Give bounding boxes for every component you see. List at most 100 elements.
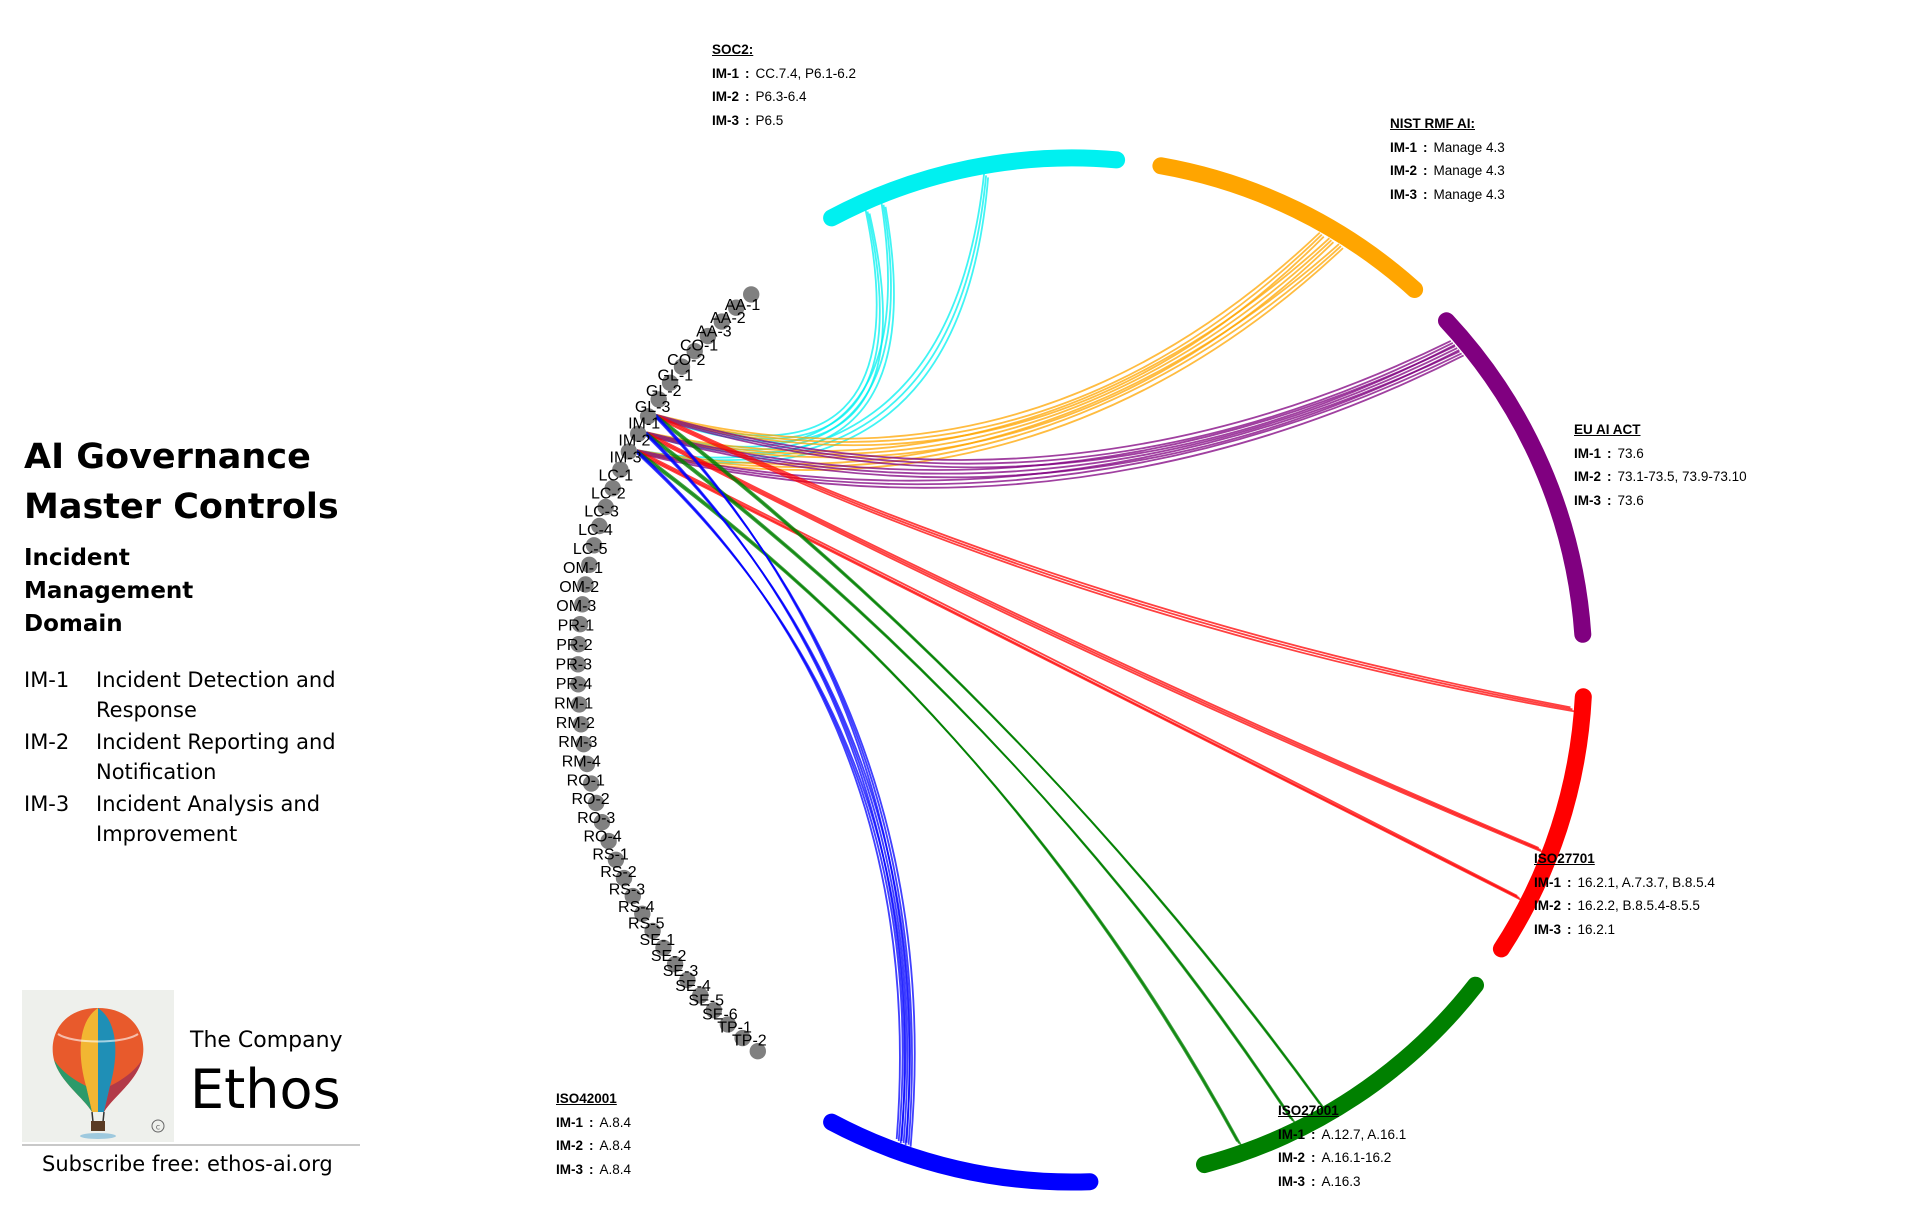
mapping-ribbon: [645, 347, 1458, 475]
control-node: [583, 775, 600, 792]
framework-mapping: IM-2:16.2.2, B.8.5.4-8.5.5: [1534, 898, 1700, 913]
page-title: AI Governance Master Controls: [24, 432, 384, 532]
control-label: PR-2: [556, 637, 593, 654]
control-label: TP-2: [732, 1032, 767, 1049]
mapping-ribbon: [645, 345, 1456, 471]
control-label: GL-3: [635, 399, 671, 416]
control-label: LC-2: [591, 485, 626, 502]
legend-code: IM-1: [24, 668, 70, 692]
mapping-ribbon: [646, 239, 1333, 455]
legend-description: Incident Detection and Response: [96, 668, 336, 722]
control-label: RM-2: [556, 715, 595, 732]
control-label: RS-3: [609, 882, 646, 899]
control-labels: AA-1AA-2AA-3CO-1CO-2GL-1GL-2GL-3IM-1IM-2…: [554, 297, 767, 1049]
control-node: [749, 1043, 766, 1060]
legend-item: IM-3 Incident Analysis and Improvement: [24, 789, 384, 849]
mapping-ribbon: [645, 206, 895, 454]
control-node: [673, 358, 691, 375]
control-node: [615, 869, 633, 887]
legend-item: IM-1 Incident Detection and Response: [24, 665, 384, 725]
control-node: [728, 299, 745, 316]
control-label: PR-1: [558, 618, 595, 635]
logo-divider: [22, 1144, 360, 1146]
mapping-ribbon: [636, 449, 1238, 1142]
control-label: LC-5: [573, 541, 608, 558]
control-label: RM-3: [558, 734, 597, 751]
control-label: RO-4: [583, 828, 621, 845]
title-line: AI Governance: [24, 437, 311, 477]
control-label: AA-3: [696, 324, 732, 341]
control-node: [593, 814, 611, 831]
control-node: [597, 498, 614, 516]
framework-name: ISO42001: [556, 1091, 617, 1106]
control-label: OM-1: [563, 560, 603, 577]
mapping-ribbon: [636, 452, 1522, 901]
mapping-ribbon: [655, 233, 1323, 443]
svg-text:c: c: [156, 1123, 160, 1132]
framework-name: ISO27701: [1534, 851, 1595, 866]
control-label: AA-1: [725, 297, 761, 314]
control-label: GL-1: [658, 367, 694, 384]
mapping-ref: A.8.4: [599, 1161, 632, 1177]
control-node: [574, 596, 591, 613]
control-node: [743, 286, 760, 303]
control-node: [569, 656, 587, 673]
control-node: [705, 1002, 722, 1019]
mapping-ribbon: [636, 175, 987, 462]
mapping-ribbon: [645, 431, 1540, 849]
framework-arc-iso42001: [823, 1113, 1099, 1191]
framework-mapping: IM-2: P6.3-6.4: [712, 89, 807, 104]
control-node: [578, 755, 596, 773]
mapping-control: IM-2: [556, 1138, 583, 1153]
framework-mapping: IM-3:73.6: [1574, 492, 1644, 508]
mapping-ribbon: [655, 415, 1573, 711]
control-node: [630, 425, 647, 442]
mapping-ref: Manage 4.3: [1433, 186, 1505, 202]
control-label: SE-4: [675, 978, 711, 995]
control-node: [699, 327, 717, 345]
control-label: RS-4: [618, 899, 655, 916]
domain-line: Incident: [24, 545, 130, 571]
control-label: CO-1: [680, 338, 718, 355]
control-node: [734, 1029, 751, 1047]
framework-mapping: IM-1:16.2.1, A.7.3.7, B.8.5.4: [1534, 874, 1715, 890]
mapping-ribbon: [655, 235, 1325, 447]
control-label: AA-2: [710, 310, 746, 327]
framework-mapping: IM-1: A.12.7, A.16.1: [1278, 1126, 1407, 1142]
mapping-control: IM-1: [712, 65, 739, 81]
control-node: [604, 480, 621, 497]
title-line: Master Controls: [24, 487, 339, 527]
framework-arc-soc2: [823, 149, 1126, 227]
mapping-control: IM-3: [1574, 492, 1601, 508]
control-node: [575, 736, 592, 753]
control-node: [571, 696, 588, 713]
control-label: SE-3: [663, 963, 699, 980]
mapping-ref: A.8.4: [599, 1138, 632, 1153]
mapping-ref: Manage 4.3: [1433, 139, 1505, 155]
control-label: CO-2: [667, 352, 705, 369]
control-label: RS-1: [592, 846, 629, 863]
control-label: IM-3: [610, 450, 642, 467]
control-node: [686, 343, 703, 360]
framework-block-eu-ai-act: EU AI ACT IM-1:73.6 IM-2:73.1-73.5, 73.9…: [1574, 418, 1747, 512]
control-label: LC-4: [578, 522, 613, 539]
mapping-ribbon: [646, 237, 1331, 452]
control-label: LC-3: [584, 504, 619, 521]
mapping-ribbon: [636, 243, 1340, 465]
mapping-ribbon: [636, 449, 1518, 897]
subscribe-link[interactable]: Subscribe free: ethos-ai.org: [42, 1152, 333, 1176]
mapping-control: IM-2: [1534, 898, 1561, 913]
mapping-control: IM-1: [1534, 874, 1561, 890]
mapping-ribbon: [636, 450, 904, 1142]
framework-arc-euai: [1438, 312, 1592, 643]
mapping-control: IM-3: [712, 112, 739, 128]
control-node: [570, 676, 587, 693]
control-label: RM-1: [554, 695, 593, 712]
framework-mapping: IM-3: Manage 4.3: [1390, 186, 1505, 202]
mapping-control: IM-1: [1390, 139, 1417, 155]
mapping-ref: A.16.1-16.2: [1321, 1150, 1392, 1165]
framework-arc-iso27701: [1492, 688, 1592, 958]
mapping-ref: A.16.3: [1321, 1173, 1361, 1189]
legend-description: Incident Reporting and Notification: [96, 730, 336, 784]
